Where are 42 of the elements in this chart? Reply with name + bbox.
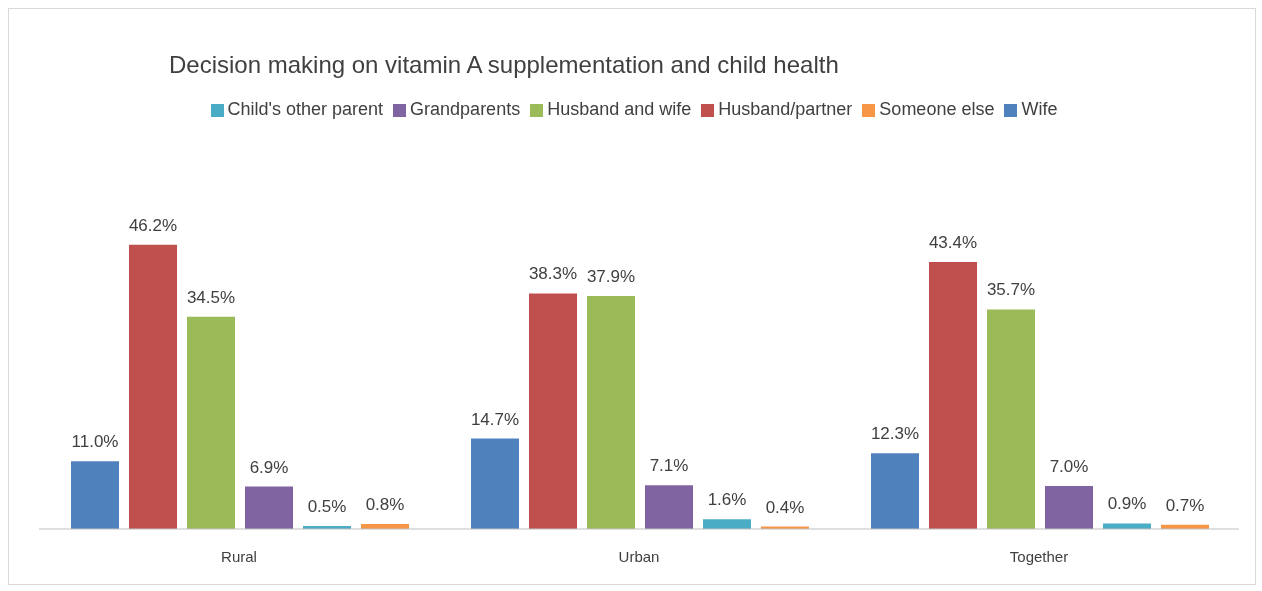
bar — [471, 438, 519, 529]
data-label: 0.7% — [1165, 495, 1205, 515]
legend-label: Husband and wife — [547, 99, 692, 119]
data-label: 34.5% — [186, 287, 236, 307]
data-label: 14.7% — [470, 409, 520, 429]
bar — [529, 293, 577, 529]
data-label: 46.2% — [128, 215, 178, 235]
bar — [187, 316, 235, 529]
bar — [987, 309, 1035, 529]
data-label: 11.0% — [71, 432, 119, 452]
data-label: 38.3% — [528, 264, 578, 284]
legend-label: Child's other parent — [227, 99, 384, 119]
data-label: 7.1% — [649, 456, 689, 476]
data-label: 43.4% — [928, 233, 978, 253]
data-label: 7.0% — [1049, 456, 1089, 476]
data-label: 0.5% — [307, 496, 347, 516]
data-label: 1.6% — [707, 490, 747, 510]
legend-label: Husband/partner — [718, 99, 853, 119]
data-label: 0.9% — [1107, 494, 1147, 514]
bar — [703, 519, 751, 529]
data-label: 37.9% — [586, 266, 636, 286]
chart-title: Decision making on vitamin A supplementation and child health — [169, 51, 839, 79]
bar — [587, 295, 635, 529]
legend-label: Wife — [1021, 99, 1058, 119]
x-tick-label: Rural — [221, 547, 257, 565]
bar — [871, 453, 919, 529]
data-label: 0.8% — [365, 495, 405, 515]
data-label: 0.4% — [765, 497, 805, 517]
legend-label: Someone else — [879, 99, 995, 119]
data-label: 6.9% — [249, 457, 289, 477]
bar — [1103, 523, 1151, 529]
bar — [929, 262, 977, 529]
bar — [1045, 485, 1093, 529]
data-label: 35.7% — [986, 280, 1036, 300]
bar — [645, 485, 693, 529]
bar — [245, 486, 293, 529]
data-label: 12.3% — [870, 424, 920, 444]
bar — [129, 244, 177, 529]
x-tick-label: Together — [1009, 547, 1069, 565]
legend-label: Grandparents — [410, 99, 521, 119]
x-tick-label: Urban — [618, 547, 660, 565]
bar — [71, 461, 119, 529]
